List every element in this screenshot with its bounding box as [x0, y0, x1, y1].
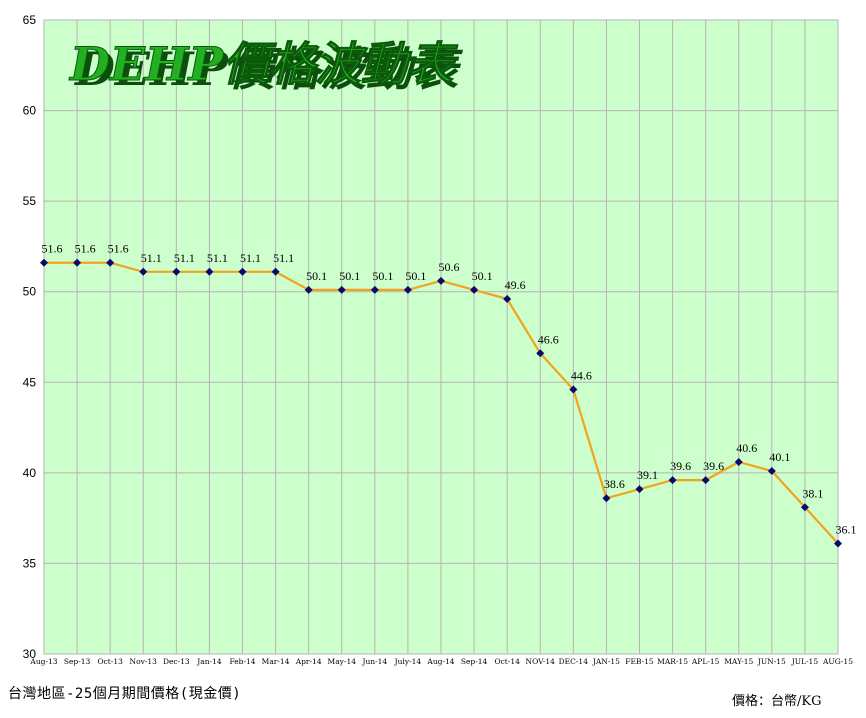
line-chart: 30 35 40 45 50 55 60 65 Aug-13 Sep-13 Oct-13 Nov-1…: [23, 13, 857, 666]
x-tick-label: APL-15: [691, 657, 720, 666]
x-tick-label: Oct-13: [97, 657, 123, 666]
x-tick-label: July-14: [394, 657, 422, 666]
data-label: 39.6: [703, 459, 724, 473]
x-tick-label: JUN-15: [757, 657, 786, 666]
x-tick-label: Mar-14: [262, 657, 290, 666]
data-label: 50.1: [339, 269, 360, 283]
data-label: 38.1: [802, 486, 823, 500]
x-tick-label: FEB-15: [625, 657, 654, 666]
data-label: 51.1: [174, 251, 195, 265]
data-point: [437, 276, 445, 285]
data-point: [403, 285, 412, 294]
x-tick-label: DEC-14: [559, 657, 589, 666]
x-tick-label: Apr-14: [295, 657, 322, 666]
data-point: [569, 385, 578, 394]
y-tick-label: 30: [23, 647, 37, 661]
data-label: 51.6: [75, 242, 96, 256]
x-tick-label: May-14: [328, 657, 357, 666]
data-label: 50.1: [372, 269, 393, 283]
data-point: [238, 267, 247, 276]
data-label: 40.1: [769, 450, 790, 464]
x-tick-label: Nov-13: [130, 657, 158, 666]
unit-note: 價格：台幣/KG: [732, 694, 822, 709]
data-point: [767, 467, 776, 476]
data-point: [668, 476, 677, 485]
data-point: [205, 267, 214, 276]
data-label: 51.6: [42, 242, 63, 256]
x-tick-label: MAR-15: [657, 657, 688, 666]
data-point: [172, 267, 181, 276]
x-tick-label: MAY-15: [724, 657, 753, 666]
data-point: [734, 457, 743, 466]
data-point: [470, 285, 479, 294]
x-tick-label: NOV-14: [526, 657, 556, 666]
data-label: 51.1: [141, 251, 162, 265]
x-tick-label: Aug-14: [426, 657, 454, 666]
data-point: [40, 258, 48, 267]
data-label: 50.1: [405, 269, 426, 283]
data-label: 49.6: [505, 278, 526, 292]
data-label: 50.6: [439, 260, 460, 274]
data-label: 44.6: [571, 369, 592, 383]
chart-title: DEHP價格波動表: [68, 37, 459, 91]
data-label: 46.6: [538, 332, 559, 346]
data-markers: [40, 258, 842, 548]
y-tick-label: 60: [23, 104, 37, 118]
data-point: [139, 267, 148, 276]
y-tick-label: 35: [23, 556, 37, 570]
data-point: [800, 503, 809, 512]
y-tick-label: 45: [23, 375, 37, 389]
data-label: 36.1: [836, 523, 857, 537]
x-tick-label: Oct-14: [494, 657, 520, 666]
chart-title-shadow: DEHP價格波動表: [73, 42, 464, 96]
data-label: 51.6: [108, 242, 129, 256]
data-label: 40.6: [736, 441, 757, 455]
x-axis-ticks: Aug-13 Sep-13 Oct-13 Nov-13 Dec-13 Jan-14 Feb-…: [29, 657, 853, 666]
data-label: 51.1: [273, 251, 294, 265]
data-point: [602, 494, 611, 503]
y-tick-label: 50: [23, 285, 37, 299]
data-point: [834, 539, 842, 548]
y-tick-label: 65: [23, 13, 37, 27]
x-tick-label: Sep-14: [461, 657, 488, 666]
x-tick-label: Feb-14: [229, 657, 255, 666]
data-point: [271, 267, 280, 276]
x-tick-label: AUG-15: [822, 657, 853, 666]
data-label: 51.1: [240, 251, 261, 265]
y-tick-label: 40: [23, 466, 37, 480]
data-point: [304, 285, 313, 294]
y-axis-ticks: 30 35 40 45 50 55 60 65: [23, 13, 37, 661]
x-tick-label: JUL-15: [791, 657, 819, 666]
source-note: 台灣地區-25個月期間價格(現金價): [8, 686, 242, 702]
grid-lines: [43, 19, 839, 655]
data-point: [635, 485, 644, 494]
data-label: 39.1: [637, 468, 658, 482]
data-point: [73, 258, 82, 267]
x-tick-label: Jan-14: [196, 657, 222, 666]
data-point: [503, 294, 512, 303]
x-tick-label: Dec-13: [163, 657, 190, 666]
data-labels: 51.6 51.6 51.6 51.1 51.1 51.1 51.1 51.1 50.1 50.1…: [42, 242, 857, 537]
x-tick-label: JAN-15: [592, 657, 620, 666]
data-label: 50.1: [306, 269, 327, 283]
data-point: [701, 476, 710, 485]
data-label: 50.1: [472, 269, 493, 283]
data-label: 38.6: [604, 477, 625, 491]
x-tick-label: Jun-14: [361, 657, 387, 666]
data-point: [370, 285, 379, 294]
x-tick-label: Aug-13: [29, 657, 57, 666]
data-point: [337, 285, 346, 294]
y-tick-label: 55: [23, 194, 37, 208]
data-point: [536, 349, 545, 358]
data-point: [106, 258, 115, 267]
data-label: 51.1: [207, 251, 228, 265]
data-label: 39.6: [670, 459, 691, 473]
x-tick-label: Sep-13: [64, 657, 91, 666]
